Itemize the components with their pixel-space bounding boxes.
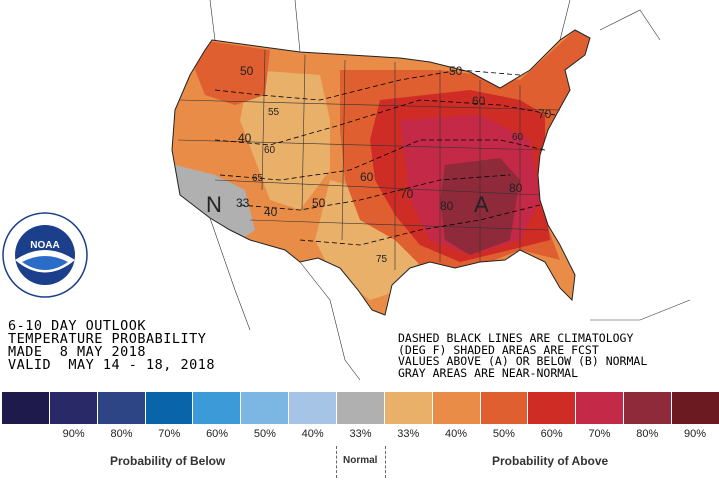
legend-swatch: [193, 392, 241, 424]
legend-label: 70%: [588, 428, 611, 440]
label-50-glakes: 50: [449, 64, 463, 78]
label-33-ca: 33: [236, 196, 250, 210]
shade-near-normal-california: [175, 165, 255, 240]
climo-75: 75: [376, 254, 388, 265]
state-boundaries: [177, 49, 561, 270]
legend-label: 33%: [397, 428, 420, 440]
note-line-4: GRAY AREAS ARE NEAR-NORMAL: [398, 365, 579, 380]
legend-labels: 90% 80% 70% 60% 50% 40% 33% 33% 40% 50% 60% 70% 80% 9…: [2, 428, 719, 442]
title-line-4: VALID MAY 14 - 18, 2018: [8, 357, 216, 373]
forecast-map: 50 40 33 40 50 60 70 80 60 50 70 80 55 6…: [171, 0, 691, 381]
legend-label: 80%: [636, 428, 659, 440]
above-marker: A: [474, 192, 489, 217]
legend-label: 70%: [158, 428, 181, 440]
prob-labels: 50 40 33 40 50 60 70 80 60 50 70 80: [236, 64, 552, 219]
legend-label: 90%: [684, 428, 707, 440]
legend-label: [2, 428, 50, 442]
shade-60-pacific-northwest: [195, 40, 270, 105]
noaa-logo: NOAA: [2, 212, 88, 298]
legend-swatch: [528, 392, 576, 424]
legend-label: 40%: [445, 428, 468, 440]
title-line-1: 6-10 DAY OUTLOOK: [8, 318, 147, 334]
climatology-lines: [214, 69, 556, 246]
climo-60-east: 60: [512, 132, 524, 143]
label-50-plains: 50: [312, 196, 326, 210]
legend-swatch: [241, 392, 289, 424]
label-40-sw: 40: [264, 205, 278, 219]
legend-label: 33%: [349, 428, 372, 440]
legend-swatch: [337, 392, 384, 424]
legend-label: 90%: [62, 428, 85, 440]
us-outline: [171, 29, 591, 316]
legend-swatch: [289, 392, 337, 424]
border-lines: [209, 0, 691, 381]
label-60-plains: 60: [360, 170, 374, 184]
noaa-logo-text: NOAA: [30, 240, 59, 251]
note-line-2: (DEG F) SHADED AREAS ARE FCST: [398, 342, 599, 357]
label-70-south: 70: [400, 187, 414, 201]
legend-swatch: [97, 392, 145, 424]
climo-labels: 55 60 65 75 60: [252, 107, 524, 265]
legend-separator-right: [385, 446, 386, 478]
legend-title-below: Probability of Below: [110, 454, 226, 468]
title-line-2: TEMPERATURE PROBABILITY: [8, 331, 207, 347]
legend-label: 50%: [253, 428, 276, 440]
legend-color-bar: [2, 392, 719, 424]
legend-label: 50%: [492, 428, 515, 440]
probability-shading: [172, 30, 590, 315]
label-80-south: 80: [440, 199, 454, 213]
legend-swatch: [480, 392, 528, 424]
outlook-title-block: 6-10 DAY OUTLOOK TEMPERATURE PROBABILITY M…: [8, 318, 216, 373]
legend-label: 40%: [301, 428, 324, 440]
legend-label: 80%: [110, 428, 133, 440]
legend-title-above: Probability of Above: [492, 454, 609, 468]
legend-swatch: [2, 392, 49, 424]
legend-label: 60%: [206, 428, 229, 440]
label-40-west: 40: [238, 131, 252, 145]
legend-swatch: [145, 392, 193, 424]
legend-swatch: [432, 392, 480, 424]
legend-swatch: [624, 392, 672, 424]
legend-title-normal: Normal: [343, 455, 378, 466]
note-line-3: VALUES ABOVE (A) OR BELOW (B) NORMAL: [398, 354, 648, 368]
title-line-3: MADE 8 MAY 2018: [8, 344, 147, 360]
map-notes: DASHED BLACK LINES ARE CLIMATOLOGY (DEG F…: [398, 331, 648, 380]
legend-swatch: [49, 392, 97, 424]
label-50-nw: 50: [240, 64, 254, 78]
label-60-glakes: 60: [472, 94, 486, 108]
legend-swatch: [672, 392, 719, 424]
climo-55: 55: [268, 107, 280, 118]
climo-60: 60: [264, 145, 276, 156]
note-line-1: DASHED BLACK LINES ARE CLIMATOLOGY: [398, 331, 634, 345]
legend-swatch: [384, 392, 432, 424]
legend-label: 60%: [540, 428, 563, 440]
label-80-se: 80: [509, 181, 523, 195]
climo-65: 65: [252, 173, 264, 184]
legend-swatch: [576, 392, 624, 424]
label-70-ne: 70: [538, 107, 552, 121]
near-normal-marker: N: [206, 192, 222, 217]
legend-separator-left: [336, 446, 337, 478]
